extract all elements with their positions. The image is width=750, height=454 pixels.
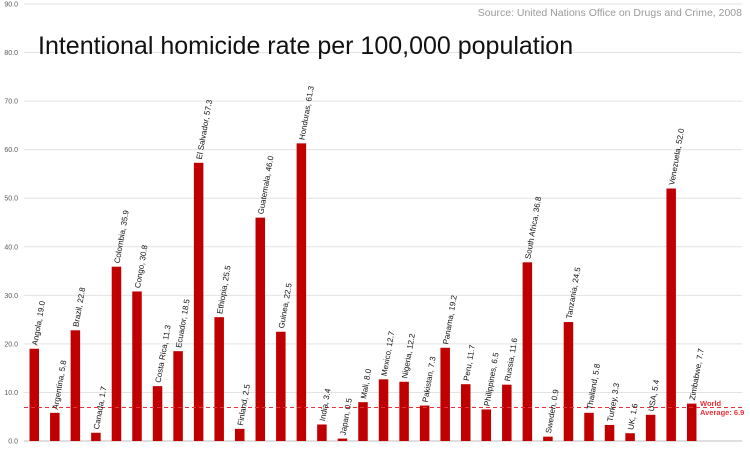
data-label: El Salvador, 57.3 <box>195 98 214 160</box>
data-label: Mexico, 12.7 <box>380 330 397 377</box>
bar <box>337 438 348 441</box>
y-tick-label: 70.0 <box>4 99 18 106</box>
data-label: Philippines, 6.5 <box>482 351 500 407</box>
bar <box>502 384 512 441</box>
bar <box>645 414 656 441</box>
data-label: Colombia, 35.9 <box>113 209 131 264</box>
bar <box>686 403 697 441</box>
y-tick-label: 20.0 <box>4 341 18 348</box>
bar <box>193 162 204 441</box>
bar <box>666 188 676 441</box>
data-label: Panama, 19.2 <box>441 294 459 345</box>
bar <box>358 402 368 441</box>
y-tick-label: 50.0 <box>4 196 18 203</box>
bar <box>29 348 40 441</box>
bar <box>317 424 327 441</box>
data-label: Congo, 30.8 <box>133 244 150 289</box>
source-note: Source: United Nations Office on Drugs a… <box>477 7 742 19</box>
data-label: Ethiopia, 25.5 <box>215 264 232 314</box>
data-label: Angola, 19.0 <box>30 300 47 346</box>
y-tick-label: 90.0 <box>4 2 18 9</box>
bars <box>29 143 697 442</box>
bar <box>50 412 60 441</box>
world-average-label: World Average: 6.9 <box>700 399 744 417</box>
data-label: Costa Rica, 11.3 <box>154 324 173 384</box>
bar <box>543 436 553 441</box>
bar <box>111 266 122 441</box>
y-tick-label: 0.0 <box>8 439 18 446</box>
bar <box>378 379 389 441</box>
y-tick-label: 30.0 <box>4 293 18 300</box>
bar <box>132 291 142 441</box>
data-label: Thailand, 5.8 <box>585 363 602 411</box>
data-label: Finland, 2.5 <box>236 383 252 426</box>
data-label: Argentina, 5.8 <box>51 359 69 410</box>
data-label: Mali, 8.0 <box>359 368 373 400</box>
bar <box>234 428 245 441</box>
data-label: Sweden, 0.9 <box>544 388 561 434</box>
bar <box>481 409 492 441</box>
bar <box>296 143 307 442</box>
bar <box>419 405 430 441</box>
data-label: Honduras, 61.3 <box>297 85 315 141</box>
world-average-label-line2: Average: 6.9 <box>700 408 745 417</box>
bar <box>399 381 409 441</box>
data-label: Venezuela, 52.0 <box>667 127 686 186</box>
chart-title: Intentional homicide rate per 100,000 po… <box>38 32 574 60</box>
data-label: Ecuador, 18.5 <box>174 298 192 349</box>
bar <box>255 217 266 441</box>
data-label: Tanzania, 24.5 <box>565 266 583 319</box>
y-tick-label: 80.0 <box>4 50 18 57</box>
bar <box>584 412 594 441</box>
data-label: Brazil, 22.8 <box>71 286 87 328</box>
y-tick-label: 10.0 <box>4 390 18 397</box>
data-label: Nigeria, 12.2 <box>400 332 417 379</box>
bar <box>522 262 533 441</box>
y-tick-label: 60.0 <box>4 147 18 154</box>
bar <box>276 331 286 441</box>
data-label: Peru, 11.7 <box>462 344 477 382</box>
data-label: Pakistan, 7.3 <box>421 355 438 403</box>
data-label: USA, 5.4 <box>647 378 662 412</box>
bar <box>91 432 101 441</box>
world-average-label-line1: World <box>700 399 722 408</box>
bar <box>563 322 574 441</box>
y-tick-label: 40.0 <box>4 244 18 251</box>
y-axis: 0.0 10.0 20.0 30.0 40.0 50.0 60.0 70.0 80.0 90.0 <box>4 2 18 446</box>
bar <box>152 386 163 441</box>
bar <box>173 351 183 441</box>
bar <box>604 424 615 441</box>
bar <box>214 317 224 441</box>
bar <box>70 330 81 441</box>
data-label: South Africa, 36.8 <box>523 195 543 259</box>
data-label: Guatemala, 46.0 <box>256 155 275 215</box>
data-label: UK, 1.6 <box>626 402 640 430</box>
bar <box>460 384 471 441</box>
gridlines <box>24 3 742 442</box>
data-label: Guinea, 22.5 <box>277 282 294 329</box>
bar <box>625 433 635 441</box>
data-label: Japan, 0.5 <box>339 397 354 436</box>
data-label: Turkey, 3.3 <box>606 382 622 423</box>
bar <box>440 347 450 441</box>
